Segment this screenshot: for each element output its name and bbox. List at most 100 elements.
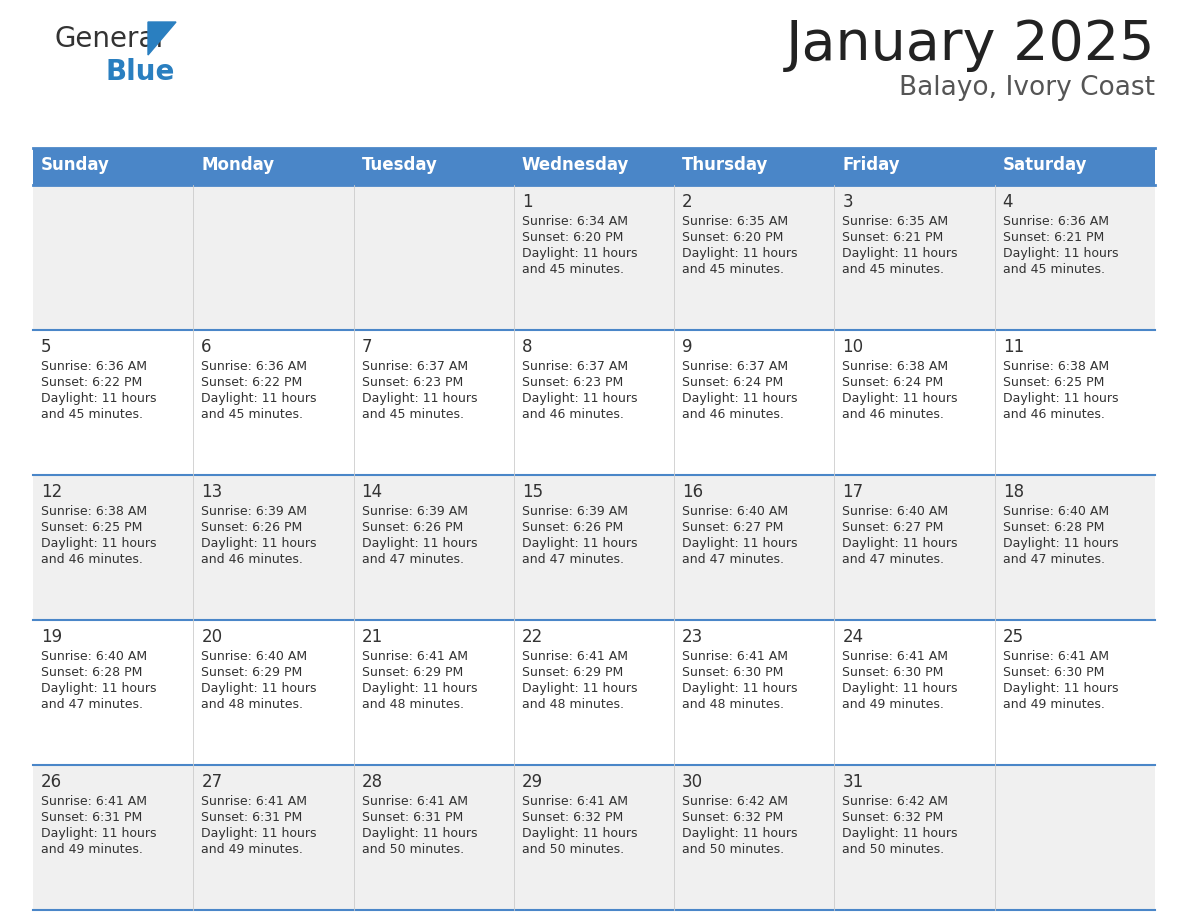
Text: and 47 minutes.: and 47 minutes. <box>842 553 944 566</box>
Text: Daylight: 11 hours: Daylight: 11 hours <box>522 247 637 260</box>
Text: Sunset: 6:31 PM: Sunset: 6:31 PM <box>201 811 303 824</box>
Text: Sunrise: 6:38 AM: Sunrise: 6:38 AM <box>842 360 948 373</box>
Text: and 45 minutes.: and 45 minutes. <box>522 263 624 276</box>
Text: 15: 15 <box>522 483 543 501</box>
Bar <box>514 765 674 910</box>
Text: 2: 2 <box>682 193 693 211</box>
Text: Sunset: 6:24 PM: Sunset: 6:24 PM <box>682 376 783 389</box>
Text: Sunrise: 6:40 AM: Sunrise: 6:40 AM <box>842 505 948 518</box>
Bar <box>194 620 354 765</box>
Text: Daylight: 11 hours: Daylight: 11 hours <box>361 537 478 550</box>
Text: Sunrise: 6:37 AM: Sunrise: 6:37 AM <box>361 360 468 373</box>
Text: 5: 5 <box>42 338 51 356</box>
Text: Thursday: Thursday <box>682 155 769 174</box>
Text: Sunrise: 6:38 AM: Sunrise: 6:38 AM <box>42 505 147 518</box>
Text: 8: 8 <box>522 338 532 356</box>
Text: Sunrise: 6:41 AM: Sunrise: 6:41 AM <box>201 795 308 808</box>
Text: Sunrise: 6:41 AM: Sunrise: 6:41 AM <box>522 795 627 808</box>
Text: Daylight: 11 hours: Daylight: 11 hours <box>522 392 637 405</box>
Text: Sunrise: 6:41 AM: Sunrise: 6:41 AM <box>682 650 788 663</box>
Bar <box>674 185 834 330</box>
Bar <box>354 765 514 910</box>
Text: 10: 10 <box>842 338 864 356</box>
Text: Balayo, Ivory Coast: Balayo, Ivory Coast <box>899 75 1155 101</box>
Bar <box>354 475 514 620</box>
Text: Daylight: 11 hours: Daylight: 11 hours <box>1003 537 1118 550</box>
Text: Sunrise: 6:42 AM: Sunrise: 6:42 AM <box>682 795 788 808</box>
Text: Daylight: 11 hours: Daylight: 11 hours <box>842 682 958 695</box>
Text: Sunset: 6:27 PM: Sunset: 6:27 PM <box>842 521 943 534</box>
Text: and 45 minutes.: and 45 minutes. <box>1003 263 1105 276</box>
Text: Sunrise: 6:37 AM: Sunrise: 6:37 AM <box>682 360 789 373</box>
Bar <box>33 765 194 910</box>
Text: Sunset: 6:26 PM: Sunset: 6:26 PM <box>522 521 624 534</box>
Text: and 45 minutes.: and 45 minutes. <box>682 263 784 276</box>
Text: and 49 minutes.: and 49 minutes. <box>201 843 303 856</box>
Bar <box>994 765 1155 910</box>
Bar <box>674 620 834 765</box>
Bar <box>994 620 1155 765</box>
Text: Daylight: 11 hours: Daylight: 11 hours <box>42 537 157 550</box>
Text: Sunrise: 6:39 AM: Sunrise: 6:39 AM <box>361 505 468 518</box>
Text: Sunset: 6:29 PM: Sunset: 6:29 PM <box>361 666 463 679</box>
Bar <box>33 330 194 475</box>
Text: Sunrise: 6:42 AM: Sunrise: 6:42 AM <box>842 795 948 808</box>
Text: Sunrise: 6:35 AM: Sunrise: 6:35 AM <box>682 215 789 228</box>
Bar <box>994 330 1155 475</box>
Text: Daylight: 11 hours: Daylight: 11 hours <box>1003 392 1118 405</box>
Bar <box>514 185 674 330</box>
Bar <box>194 185 354 330</box>
Text: and 46 minutes.: and 46 minutes. <box>42 553 143 566</box>
Text: and 49 minutes.: and 49 minutes. <box>42 843 143 856</box>
Text: Sunrise: 6:39 AM: Sunrise: 6:39 AM <box>522 505 627 518</box>
Text: 27: 27 <box>201 773 222 791</box>
Text: 9: 9 <box>682 338 693 356</box>
Text: and 49 minutes.: and 49 minutes. <box>842 698 944 711</box>
Text: and 47 minutes.: and 47 minutes. <box>42 698 143 711</box>
Text: and 46 minutes.: and 46 minutes. <box>1003 408 1105 421</box>
Text: Daylight: 11 hours: Daylight: 11 hours <box>522 827 637 840</box>
Text: Sunrise: 6:39 AM: Sunrise: 6:39 AM <box>201 505 308 518</box>
Bar <box>674 765 834 910</box>
Text: and 46 minutes.: and 46 minutes. <box>522 408 624 421</box>
Text: Sunset: 6:26 PM: Sunset: 6:26 PM <box>361 521 463 534</box>
Bar <box>194 765 354 910</box>
Text: Sunrise: 6:37 AM: Sunrise: 6:37 AM <box>522 360 628 373</box>
Bar <box>194 475 354 620</box>
Text: 23: 23 <box>682 628 703 646</box>
Text: January 2025: January 2025 <box>785 18 1155 72</box>
Text: 20: 20 <box>201 628 222 646</box>
Text: Daylight: 11 hours: Daylight: 11 hours <box>682 682 797 695</box>
Text: 16: 16 <box>682 483 703 501</box>
Bar <box>514 475 674 620</box>
Text: Sunset: 6:22 PM: Sunset: 6:22 PM <box>201 376 303 389</box>
Text: 29: 29 <box>522 773 543 791</box>
Bar <box>674 475 834 620</box>
Text: Sunrise: 6:41 AM: Sunrise: 6:41 AM <box>842 650 948 663</box>
Text: Daylight: 11 hours: Daylight: 11 hours <box>842 247 958 260</box>
Text: Sunset: 6:32 PM: Sunset: 6:32 PM <box>522 811 624 824</box>
Text: Sunset: 6:21 PM: Sunset: 6:21 PM <box>842 231 943 244</box>
Text: Monday: Monday <box>201 155 274 174</box>
Text: 1: 1 <box>522 193 532 211</box>
Text: 25: 25 <box>1003 628 1024 646</box>
Text: Sunrise: 6:34 AM: Sunrise: 6:34 AM <box>522 215 627 228</box>
Text: Daylight: 11 hours: Daylight: 11 hours <box>682 827 797 840</box>
Text: Daylight: 11 hours: Daylight: 11 hours <box>42 682 157 695</box>
Text: Sunset: 6:32 PM: Sunset: 6:32 PM <box>682 811 783 824</box>
Text: and 45 minutes.: and 45 minutes. <box>361 408 463 421</box>
Bar <box>834 330 994 475</box>
Text: 31: 31 <box>842 773 864 791</box>
Bar <box>33 185 194 330</box>
Bar <box>354 185 514 330</box>
Text: Sunrise: 6:36 AM: Sunrise: 6:36 AM <box>42 360 147 373</box>
Text: and 50 minutes.: and 50 minutes. <box>682 843 784 856</box>
Text: Sunset: 6:21 PM: Sunset: 6:21 PM <box>1003 231 1104 244</box>
Text: Sunset: 6:28 PM: Sunset: 6:28 PM <box>1003 521 1104 534</box>
Text: Tuesday: Tuesday <box>361 155 437 174</box>
Bar <box>994 185 1155 330</box>
Text: Sunrise: 6:40 AM: Sunrise: 6:40 AM <box>42 650 147 663</box>
Text: and 45 minutes.: and 45 minutes. <box>201 408 303 421</box>
Text: Sunset: 6:29 PM: Sunset: 6:29 PM <box>201 666 303 679</box>
Text: Daylight: 11 hours: Daylight: 11 hours <box>682 247 797 260</box>
